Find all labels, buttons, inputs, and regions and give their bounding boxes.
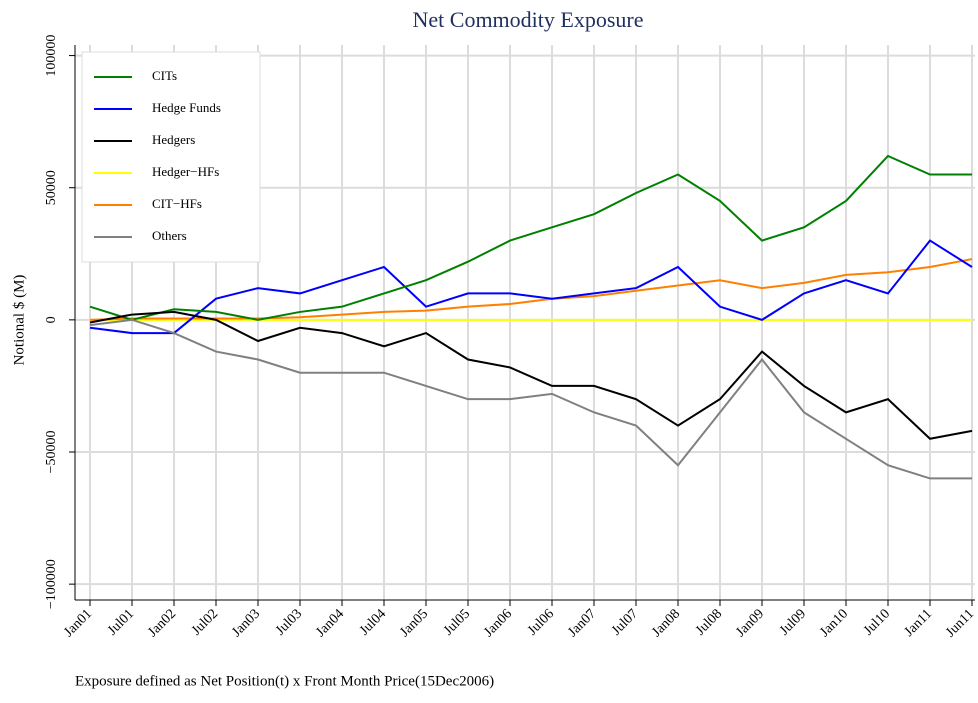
x-tick-label: Jan05: [397, 606, 431, 640]
series-line: [89, 310, 973, 440]
series-line: [89, 239, 973, 335]
series-line: [89, 154, 972, 321]
x-tick-label: Jul09: [777, 606, 809, 638]
x-tick-label: Jul10: [861, 606, 893, 638]
x-tick-label: Jan11: [902, 606, 935, 639]
x-tick-label: Jan02: [145, 606, 179, 640]
legend-label: Hedger−HFs: [152, 164, 219, 179]
legend-label: CITs: [152, 68, 177, 83]
legend-box: [81, 51, 261, 263]
legend-label: CIT−HFs: [152, 196, 202, 211]
x-tick-label: Jan03: [229, 606, 263, 640]
x-tick-label: Jul03: [273, 606, 305, 638]
y-tick-label: 0: [44, 316, 59, 323]
x-tick-label: Jan08: [649, 606, 683, 640]
footnote: Exposure defined as Net Position(t) x Fr…: [75, 673, 494, 689]
series-line: [89, 258, 973, 321]
x-tick-label: Jul07: [609, 606, 641, 638]
y-tick-label: 50000: [44, 170, 59, 205]
legend-label: Hedge Funds: [152, 100, 221, 115]
x-tick-label: Jul04: [357, 606, 389, 638]
x-tick-label: Jul02: [189, 606, 221, 638]
y-tick-label: −100000: [44, 559, 59, 609]
x-tick-label: Jul01: [105, 606, 137, 638]
x-tick-label: Jan06: [481, 606, 515, 640]
legend-label: Hedgers: [152, 132, 195, 147]
x-tick-label: Jan09: [733, 606, 767, 640]
x-tick-label: Jan01: [61, 606, 95, 640]
y-tick-label: −50000: [44, 431, 59, 474]
legend-label: Others: [152, 228, 187, 243]
y-axis-label: Notional $ (M): [11, 275, 27, 366]
chart-title: Net Commodity Exposure: [413, 7, 644, 32]
x-tick-label: Jul05: [441, 606, 473, 638]
series-line: [89, 318, 972, 480]
x-tick-label: Jun11: [943, 606, 977, 640]
y-tick-label: 100000: [44, 35, 59, 77]
x-tick-label: Jan10: [817, 606, 851, 640]
x-tick-label: Jul08: [693, 606, 725, 638]
x-tick-label: Jul06: [525, 606, 557, 638]
x-tick-label: Jan07: [565, 606, 599, 640]
x-tick-label: Jan04: [313, 606, 347, 640]
